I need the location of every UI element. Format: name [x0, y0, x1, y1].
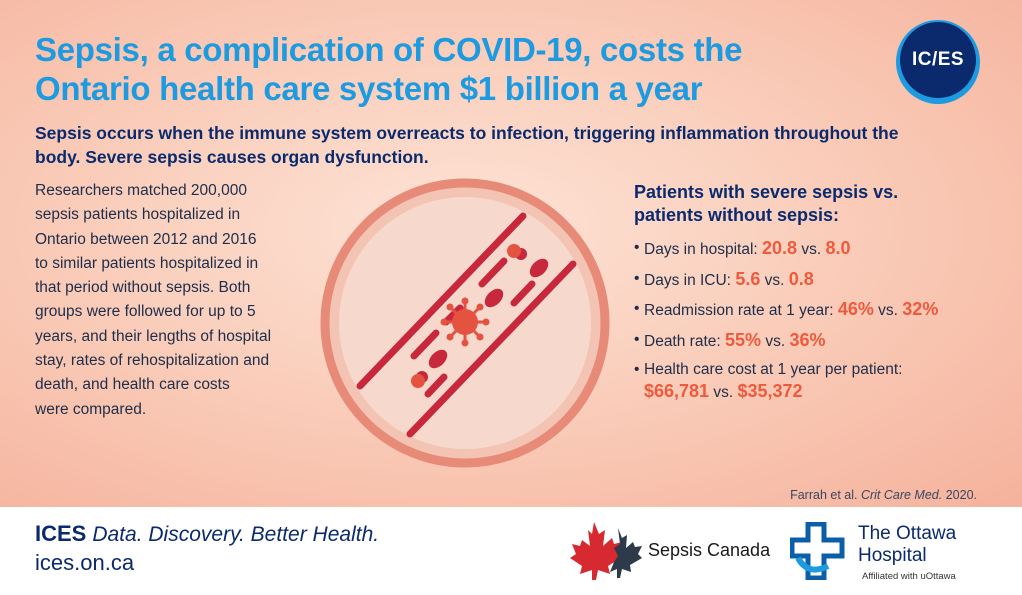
stat-value-sepsis: 55%: [725, 329, 762, 350]
infographic-panel: Sepsis, a complication of COVID-19, cost…: [0, 0, 1022, 507]
stat-value-sepsis: 20.8: [762, 238, 798, 258]
page-title: Sepsis, a complication of COVID-19, cost…: [35, 30, 875, 108]
stat-value-no-sepsis: 36%: [789, 329, 826, 350]
blood-vessel-virus-illustration: [320, 178, 610, 468]
stat-label: Days in hospital:: [644, 241, 763, 258]
list-item: Health care cost at 1 year per patient: …: [634, 360, 994, 403]
partner-sepsis-canada: Sepsis Canada: [648, 540, 771, 560]
partner-ottawa-hospital: The Ottawa Hospital: [858, 523, 956, 567]
title-line-1: Sepsis, a complication of COVID-19, cost…: [35, 31, 743, 68]
stats-heading-line: patients without sepsis:: [634, 205, 840, 225]
body-line: were compared.: [35, 400, 147, 418]
stat-vs: vs.: [709, 384, 738, 401]
stat-label: Health care cost at 1 year per patient:: [644, 361, 903, 378]
stat-value-no-sepsis: 32%: [902, 299, 939, 319]
body-line: death, and health care costs: [35, 376, 230, 394]
body-line: sepsis patients hospitalized in: [35, 206, 241, 224]
subtitle: Sepsis occurs when the immune system ove…: [35, 123, 899, 167]
footer-brand: ICES Data. Discovery. Better Health.: [35, 521, 379, 547]
stat-vs: vs.: [761, 332, 790, 350]
stat-value-sepsis: 46%: [837, 299, 874, 319]
ottawa-hospital-cross-icon: [790, 522, 845, 580]
stat-value-sepsis: $66,781: [644, 381, 710, 401]
citation: Farrah et al. Crit Care Med. 2020.: [790, 488, 977, 502]
footer-url[interactable]: ices.on.ca: [35, 550, 135, 575]
ices-logo: IC/ES: [896, 20, 980, 104]
list-item: Readmission rate at 1 year: 46% vs. 32%: [634, 299, 994, 321]
body-line: stay, rates of rehospitalization and: [35, 352, 270, 370]
brand-name: ICES: [35, 521, 87, 546]
stat-amounts: $66,781 vs. $35,372: [644, 381, 994, 403]
citation-journal: Crit Care Med.: [860, 488, 943, 502]
stat-value-no-sepsis: 8.0: [825, 238, 851, 258]
body-line: Researchers matched 200,000: [35, 182, 247, 199]
citation-year: 2020.: [942, 488, 977, 502]
list-item: Days in ICU: 5.6 vs. 0.8: [634, 269, 994, 291]
body-line: Ontario between 2012 and 2016: [35, 230, 257, 248]
maple-leaf-icon: [570, 522, 642, 580]
stat-vs: vs.: [873, 302, 903, 319]
stat-label: Readmission rate at 1 year:: [644, 302, 838, 319]
body-line: to similar patients hospitalized in: [35, 254, 259, 272]
study-description: Researchers matched 200,000 sepsis patie…: [35, 179, 325, 422]
partner-name-line: The Ottawa: [858, 523, 957, 544]
stats-heading: Patients with severe sepsis vs. patients…: [634, 181, 994, 227]
partner-name-line: Hospital: [858, 545, 927, 566]
stat-vs: vs.: [797, 241, 826, 258]
stat-value-no-sepsis: $35,372: [737, 381, 803, 401]
body-line: that period without sepsis. Both: [35, 279, 251, 297]
stats-list: Days in hospital: 20.8 vs. 8.0 Days in I…: [634, 238, 994, 412]
stat-value-sepsis: 5.6: [735, 268, 761, 289]
stats-heading-line: Patients with severe sepsis vs.: [634, 182, 899, 202]
ices-logo-text: IC/ES: [900, 22, 976, 98]
stat-value-no-sepsis: 0.8: [788, 268, 814, 289]
list-item: Days in hospital: 20.8 vs. 8.0: [634, 238, 994, 260]
title-line-2: Ontario health care system $1 billion a …: [35, 70, 703, 107]
stat-label: Days in ICU:: [644, 271, 736, 289]
partner-affiliation: Affiliated with uOttawa: [862, 571, 956, 582]
list-item: Death rate: 55% vs. 36%: [634, 330, 994, 352]
body-line: groups were followed for up to 5: [35, 303, 256, 321]
brand-tagline: Data. Discovery. Better Health.: [92, 523, 380, 546]
citation-authors: Farrah et al.: [790, 488, 861, 502]
stat-label: Death rate:: [644, 332, 725, 350]
body-line: years, and their lengths of hospital: [35, 327, 272, 345]
stat-vs: vs.: [760, 271, 789, 289]
